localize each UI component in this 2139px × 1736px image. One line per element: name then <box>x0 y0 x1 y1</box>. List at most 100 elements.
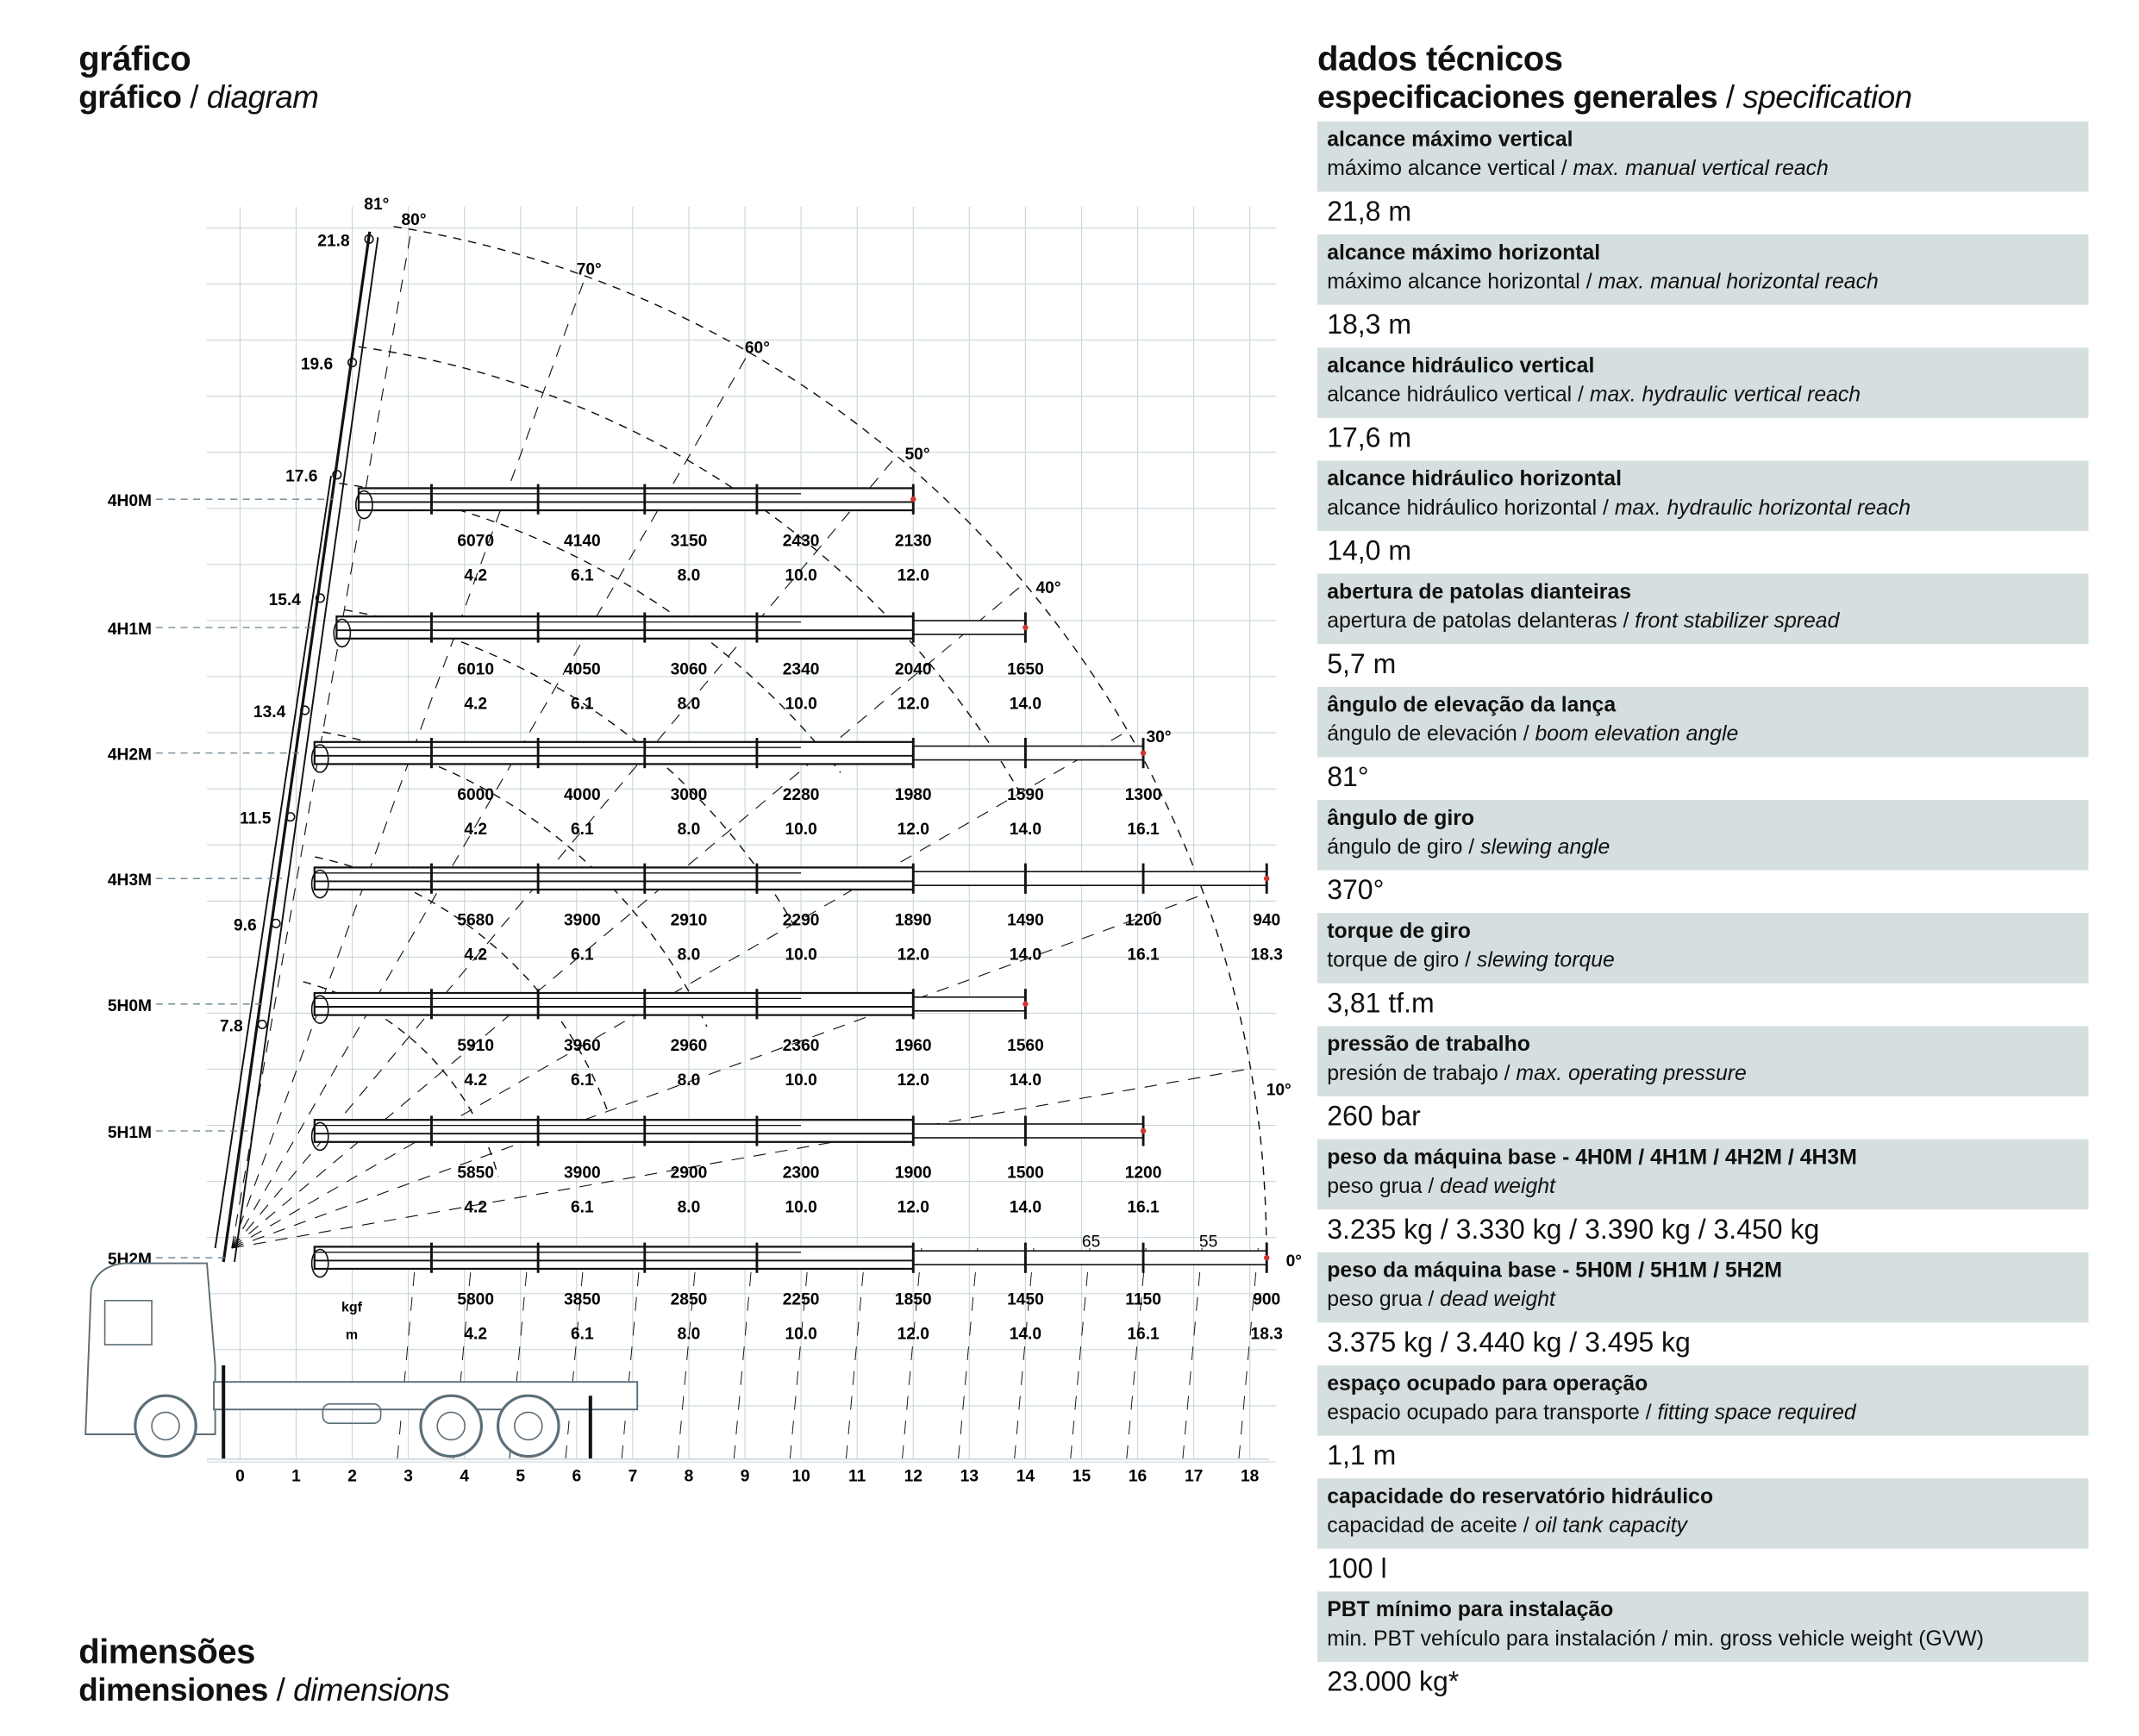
diagram-subtitle-es: gráfico <box>78 78 182 115</box>
spec-value: 21,8 m <box>1327 197 1412 228</box>
radius-value: 14.0 <box>1010 821 1041 839</box>
load-value: 2360 <box>783 1037 820 1055</box>
load-value: 6000 <box>457 786 494 804</box>
crane-column-cylinder <box>214 475 332 1249</box>
spec-subtitle: alcance hidráulico vertical / max. hydra… <box>1327 381 2079 411</box>
radius-value: 4.2 <box>464 695 487 713</box>
spec-subtitle: máximo alcance horizontal / max. manual … <box>1327 267 2079 297</box>
load-value: 3000 <box>671 786 708 804</box>
spec-subtitle-es: presión de trabajo / <box>1327 1062 1517 1086</box>
spec-subtitle-es: alcance hidráulico horizontal / <box>1327 496 1615 521</box>
spec-row: pressão de trabalho presión de trabajo / … <box>1317 1026 2089 1139</box>
spec-subtitle-en: max. hydraulic vertical reach <box>1589 383 1861 407</box>
angle-radial-line <box>231 229 412 1249</box>
load-value: 1500 <box>1007 1164 1044 1182</box>
height-label: 17.6 <box>285 468 317 486</box>
boom-extension <box>912 871 1268 887</box>
truck-hub-icon <box>151 1411 180 1441</box>
radius-value: 8.0 <box>678 1198 701 1216</box>
x-tick-label: 11 <box>848 1467 866 1485</box>
boom-joint-icon <box>257 1019 267 1030</box>
spec-subtitle: espacio ocupado para transporte / fittin… <box>1327 1398 2079 1428</box>
radius-value: 8.0 <box>678 1326 701 1344</box>
radius-value: 14.0 <box>1010 946 1041 965</box>
specs-subtitle-es: especificaciones generales <box>1317 78 1718 115</box>
spec-label-box: ângulo de elevação da lança ángulo de ele… <box>1317 686 2089 758</box>
spec-row: peso da máquina base - 4H0M / 4H1M / 4H2… <box>1317 1139 2089 1252</box>
load-value: 5680 <box>457 912 494 930</box>
radius-drop-line <box>901 1247 923 1459</box>
load-value: 2040 <box>895 660 932 678</box>
load-value: 6010 <box>457 660 494 678</box>
spec-row: peso da máquina base - 5H0M / 5H1M / 5H2… <box>1317 1252 2089 1365</box>
boom-extension <box>912 745 1144 761</box>
x-tick-label: 13 <box>960 1467 979 1485</box>
spec-value: 3.235 kg / 3.330 kg / 3.390 kg / 3.450 k… <box>1327 1215 1820 1246</box>
radius-unit-label: m <box>346 1328 358 1343</box>
spec-title: ângulo de elevação da lança <box>1327 693 1617 717</box>
radius-value: 4.2 <box>464 1326 487 1344</box>
spec-subtitle-es: máximo alcance horizontal / <box>1327 270 1598 294</box>
spec-subtitle-en: max. manual horizontal reach <box>1598 270 1879 294</box>
radius-drop-line <box>733 1247 754 1459</box>
load-value: 1900 <box>895 1164 932 1182</box>
load-value: 3900 <box>564 1164 601 1182</box>
spec-subtitle-es: capacidad de aceite / <box>1327 1514 1535 1538</box>
radius-value: 16.1 <box>1127 821 1160 839</box>
radius-value: 10.0 <box>785 821 816 839</box>
spec-label-box: abertura de patolas dianteiras apertura d… <box>1317 573 2089 645</box>
load-value: 1200 <box>1125 912 1162 930</box>
boom-main-section <box>313 740 915 765</box>
boom-head <box>310 744 329 773</box>
radius-value: 12.0 <box>898 695 929 713</box>
x-tick-label: 2 <box>347 1467 357 1485</box>
diagram-subtitle: gráfico / diagram <box>78 78 319 115</box>
outer-reach-arc <box>393 226 1267 1249</box>
load-value: 1490 <box>1007 912 1044 930</box>
truck-wheel-icon <box>497 1394 560 1458</box>
spec-subtitle-en: max. hydraulic horizontal reach <box>1614 496 1911 521</box>
spec-subtitle: ángulo de elevación / boom elevation ang… <box>1327 720 2079 750</box>
config-label: 4H0M <box>108 492 152 510</box>
load-value: 4140 <box>564 533 601 551</box>
truck-hub-icon <box>436 1411 466 1441</box>
config-label: 4H2M <box>108 746 152 765</box>
spec-table: alcance máximo vertical máximo alcance ve… <box>1317 121 2089 1705</box>
radius-value: 8.0 <box>678 946 701 965</box>
boom-head <box>310 1248 329 1278</box>
radius-value: 14.0 <box>1010 1198 1041 1216</box>
x-tick-label: 16 <box>1129 1467 1147 1485</box>
angle-radial-line <box>231 1068 1251 1249</box>
radius-value: 8.0 <box>678 567 701 585</box>
radius-value: 12.0 <box>898 1198 929 1216</box>
spec-title: capacidade do reservatório hidráulico <box>1327 1485 1714 1509</box>
x-tick-label: 10 <box>791 1467 810 1485</box>
spec-subtitle-es: ángulo de giro / <box>1327 835 1481 859</box>
boom-head <box>355 490 373 520</box>
x-tick-label: 3 <box>403 1467 413 1485</box>
spec-subtitle-es: espacio ocupado para transporte / <box>1327 1401 1658 1425</box>
dimensions-subtitle-es: dimensiones <box>78 1671 268 1708</box>
boom-tip-icon <box>1264 1255 1270 1261</box>
radius-value: 6.1 <box>571 1071 594 1090</box>
radius-value: 6.1 <box>571 1198 594 1216</box>
x-tick-label: 5 <box>516 1467 525 1485</box>
spec-title: peso da máquina base - 5H0M / 5H1M / 5H2… <box>1327 1258 1783 1283</box>
spec-label-box: peso da máquina base - 5H0M / 5H1M / 5H2… <box>1317 1252 2089 1323</box>
separator: / <box>181 78 207 115</box>
radius-value: 6.1 <box>571 1326 594 1344</box>
radius-value: 16.1 <box>1127 946 1160 965</box>
boom-head <box>333 618 352 648</box>
radius-value: 8.0 <box>678 695 701 713</box>
angle-label: 70° <box>577 260 602 278</box>
spec-label-box: PBT mínimo para instalação min. PBT vehíc… <box>1317 1591 2089 1662</box>
radius-value: 10.0 <box>785 1326 816 1344</box>
spec-subtitle-en: boom elevation angle <box>1535 722 1739 746</box>
radius-value: 12.0 <box>898 1071 929 1090</box>
spec-row: ângulo de elevação da lança ángulo de ele… <box>1317 686 2089 800</box>
truck-cab-icon <box>84 1262 216 1435</box>
spec-row: ângulo de giro ángulo de giro / slewing a… <box>1317 800 2089 913</box>
angle-radial-line <box>231 583 1025 1249</box>
radius-value: 4.2 <box>464 1071 487 1090</box>
dimensions-title: dimensões <box>78 1633 255 1672</box>
